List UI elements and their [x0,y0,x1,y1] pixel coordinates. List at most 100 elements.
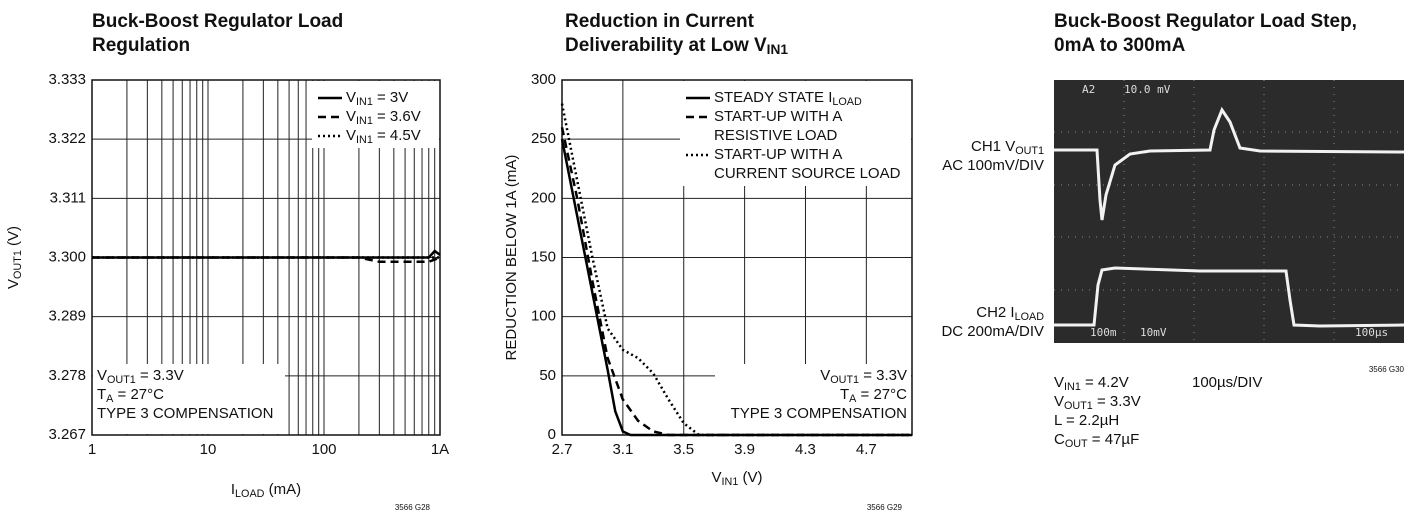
text-line: STEADY STATE ILOAD [714,89,862,108]
annotation-box [715,364,911,434]
y-tick-label: 150 [531,248,556,265]
y-tick-label: 3.278 [48,367,86,384]
text-line: CH1 VOUT1 [971,138,1044,157]
text-segment: 0mA to 300mA [1054,35,1186,56]
legend-label: START-UP WITH A RESISTIVE LOAD [714,108,842,144]
text-line: VIN1 = 3V [346,89,408,108]
subscript: OUT1 [12,250,24,279]
text-line: CURRENT SOURCE LOAD [714,165,901,182]
text-line: VIN1 = 4.2V [1054,374,1129,393]
text-segment: I [231,481,235,498]
text-line: TA = 27°C [840,386,907,405]
footnote: 3566 G28 [395,503,431,512]
y-tick-label: 300 [531,71,556,88]
y-tick-label: 50 [539,367,556,384]
annotation: VOUT1 = 3.3V TA = 27°C TYPE 3 COMPENSATION [97,367,273,422]
scope-graticule [1054,80,1404,343]
text-line: VOUT1 = 3.3V [97,367,184,386]
annotation-box [93,364,285,434]
text-segment: V [346,108,356,125]
footnote: 3566 G30 [1369,365,1405,374]
x-tick-label: 3.1 [612,441,633,458]
y-axis-label: VOUT1 (V) [5,226,24,289]
text-line: DC 200mA/DIV [941,323,1044,340]
text-segment: = 4.5V [373,127,421,144]
text-line: VOUT1 = 3.3V [1054,393,1141,412]
text-segment: V [5,279,22,289]
subscript: IN1 [356,134,373,146]
chart-title: Reduction in Current Deliverability at Lo… [565,11,788,57]
y-tick-label: 3.300 [48,248,86,265]
screen-text: 10mV [1140,326,1167,339]
text-line: Regulation [92,35,190,56]
subscript: LOAD [832,96,862,108]
screen-text: 10.0 mV [1124,83,1171,96]
text-segment: TYPE 3 COMPENSATION [731,405,907,422]
text-segment: Buck-Boost Regulator Load Step, [1054,11,1357,32]
text-line: VIN1 (V) [712,469,763,488]
scope-title: Buck-Boost Regulator Load Step, 0mA to 30… [1054,11,1357,56]
legend-label: STEADY STATE ILOAD [714,89,862,108]
x-axis-label: ILOAD (mA) [231,481,301,500]
conditions: VIN1 = 4.2V VOUT1 = 3.3V L = 2.2µH COUT = 4… [1054,374,1141,450]
scope-screen [1054,80,1404,343]
text-segment: = 3.3V [136,367,184,384]
footnote: 3566 G29 [867,503,903,512]
text-segment: DC 200mA/DIV [941,323,1044,340]
x-tick-label: 1A [431,441,449,458]
y-tick-label: 3.333 [48,71,86,88]
subscript: OUT1 [1064,400,1093,412]
text-segment: V [346,89,356,106]
screen-text: 100µs [1355,326,1388,339]
annotation: VOUT1 = 3.3V TA = 27°C TYPE 3 COMPENSATION [731,367,908,422]
text-segment: CH1 V [971,138,1015,155]
text-segment: Buck-Boost Regulator Load [92,11,343,32]
text-segment: STEADY STATE I [714,89,832,106]
text-segment: = 4.2V [1081,374,1129,391]
text-line: Buck-Boost Regulator Load [92,11,343,32]
legend-box [680,81,911,186]
x-tick-label: 1 [88,441,96,458]
text-segment: V [712,469,722,486]
text-segment: = 3.3V [1093,393,1141,410]
text-segment: = 27°C [113,386,164,403]
text-segment: = 3.6V [373,108,421,125]
text-segment: L = 2.2µH [1054,412,1119,429]
text-segment: (V) [5,226,22,250]
timebase: 100µs/DIV [1192,374,1262,391]
x-tick-label: 4.3 [795,441,816,458]
legend-label: START-UP WITH A CURRENT SOURCE LOAD [714,146,901,182]
text-segment: CURRENT SOURCE LOAD [714,165,901,182]
y-tick-label: 250 [531,130,556,147]
subscript: IN1 [1064,381,1081,393]
text-line: AC 100mV/DIV [942,157,1044,174]
data-line [560,103,912,437]
text-line: VIN1 = 4.5V [346,127,421,146]
chart-title: Buck-Boost Regulator Load Regulation [92,11,343,56]
screen-text: A2 [1082,83,1095,96]
subscript: IN1 [767,42,789,57]
text-segment: V [346,127,356,144]
y-tick-label: 3.322 [48,130,86,147]
text-line: VOUT1 = 3.3V [820,367,907,386]
y-tick-label: 3.311 [50,189,86,206]
channel-label: CH1 VOUT1 AC 100mV/DIV [942,138,1044,174]
text-segment: Regulation [92,35,190,56]
text-line: Reduction in Current [565,11,755,32]
text-line: TA = 27°C [97,386,164,405]
text-line: TYPE 3 COMPENSATION [731,405,907,422]
text-segment: TYPE 3 COMPENSATION [97,405,273,422]
text-line: Buck-Boost Regulator Load Step, [1054,11,1357,32]
text-line: Deliverability at Low VIN1 [565,35,788,57]
text-line: START-UP WITH A [714,108,842,125]
text-segment: START-UP WITH A [714,146,842,163]
text-line: L = 2.2µH [1054,412,1119,429]
subscript: OUT [1065,438,1088,450]
subscript: LOAD [235,488,265,500]
subscript: A [849,393,857,405]
y-tick-label: 0 [548,426,556,443]
text-segment: Deliverability at Low V [565,35,767,56]
legend-label: VIN1 = 4.5V [346,127,421,146]
text-segment: (mA) [264,481,301,498]
